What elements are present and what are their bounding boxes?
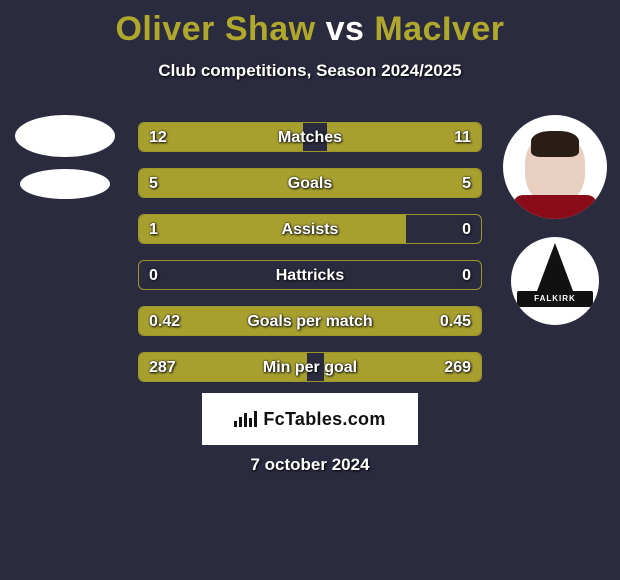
stat-label: Hattricks (139, 261, 481, 289)
watermark-text: FcTables.com (263, 409, 385, 430)
watermark: FcTables.com (202, 393, 418, 445)
comparison-title: Oliver Shaw vs MacIver (0, 0, 620, 49)
date-text: 7 october 2024 (0, 455, 620, 475)
stat-row: Min per goal287 269 (138, 352, 482, 382)
stat-value-left: 5 (149, 169, 158, 197)
player2-club-badge: FALKIRK (511, 237, 599, 325)
club-logo-icon: FALKIRK (525, 241, 585, 321)
player1-name: Oliver Shaw (115, 10, 315, 48)
stat-row: Matches12 11 (138, 122, 482, 152)
club-name-band: FALKIRK (517, 291, 593, 307)
stat-label: Goals (139, 169, 481, 197)
stat-label: Min per goal (139, 353, 481, 381)
stat-value-right: 0.45 (440, 307, 471, 335)
stat-value-right: 0 (462, 261, 471, 289)
stat-value-right: 5 (462, 169, 471, 197)
player1-club-placeholder (20, 169, 110, 199)
stat-label: Assists (139, 215, 481, 243)
stat-value-right: 0 (462, 215, 471, 243)
stat-label: Goals per match (139, 307, 481, 335)
stat-row: Goals per match0.42 0.45 (138, 306, 482, 336)
stat-value-right: 269 (444, 353, 471, 381)
stat-value-left: 12 (149, 123, 167, 151)
player1-avatar-placeholder (15, 115, 115, 157)
stat-value-left: 287 (149, 353, 176, 381)
stat-row: Goals5 5 (138, 168, 482, 198)
player2-name: MacIver (374, 10, 504, 48)
left-badges (10, 115, 120, 211)
stats-bars: Matches1211Goals55Assists10Hattricks00Go… (138, 122, 482, 398)
stat-value-left: 1 (149, 215, 158, 243)
right-badges: FALKIRK (500, 115, 610, 343)
stat-row: Hattricks0 0 (138, 260, 482, 290)
stat-row: Assists1 0 (138, 214, 482, 244)
subtitle: Club competitions, Season 2024/2025 (0, 61, 620, 81)
player2-avatar (503, 115, 607, 219)
stat-value-right: 11 (454, 123, 471, 151)
stat-value-left: 0 (149, 261, 158, 289)
stat-value-left: 0.42 (149, 307, 180, 335)
vs-text: vs (326, 10, 365, 48)
stat-label: Matches (139, 123, 481, 151)
bars-icon (234, 411, 257, 427)
